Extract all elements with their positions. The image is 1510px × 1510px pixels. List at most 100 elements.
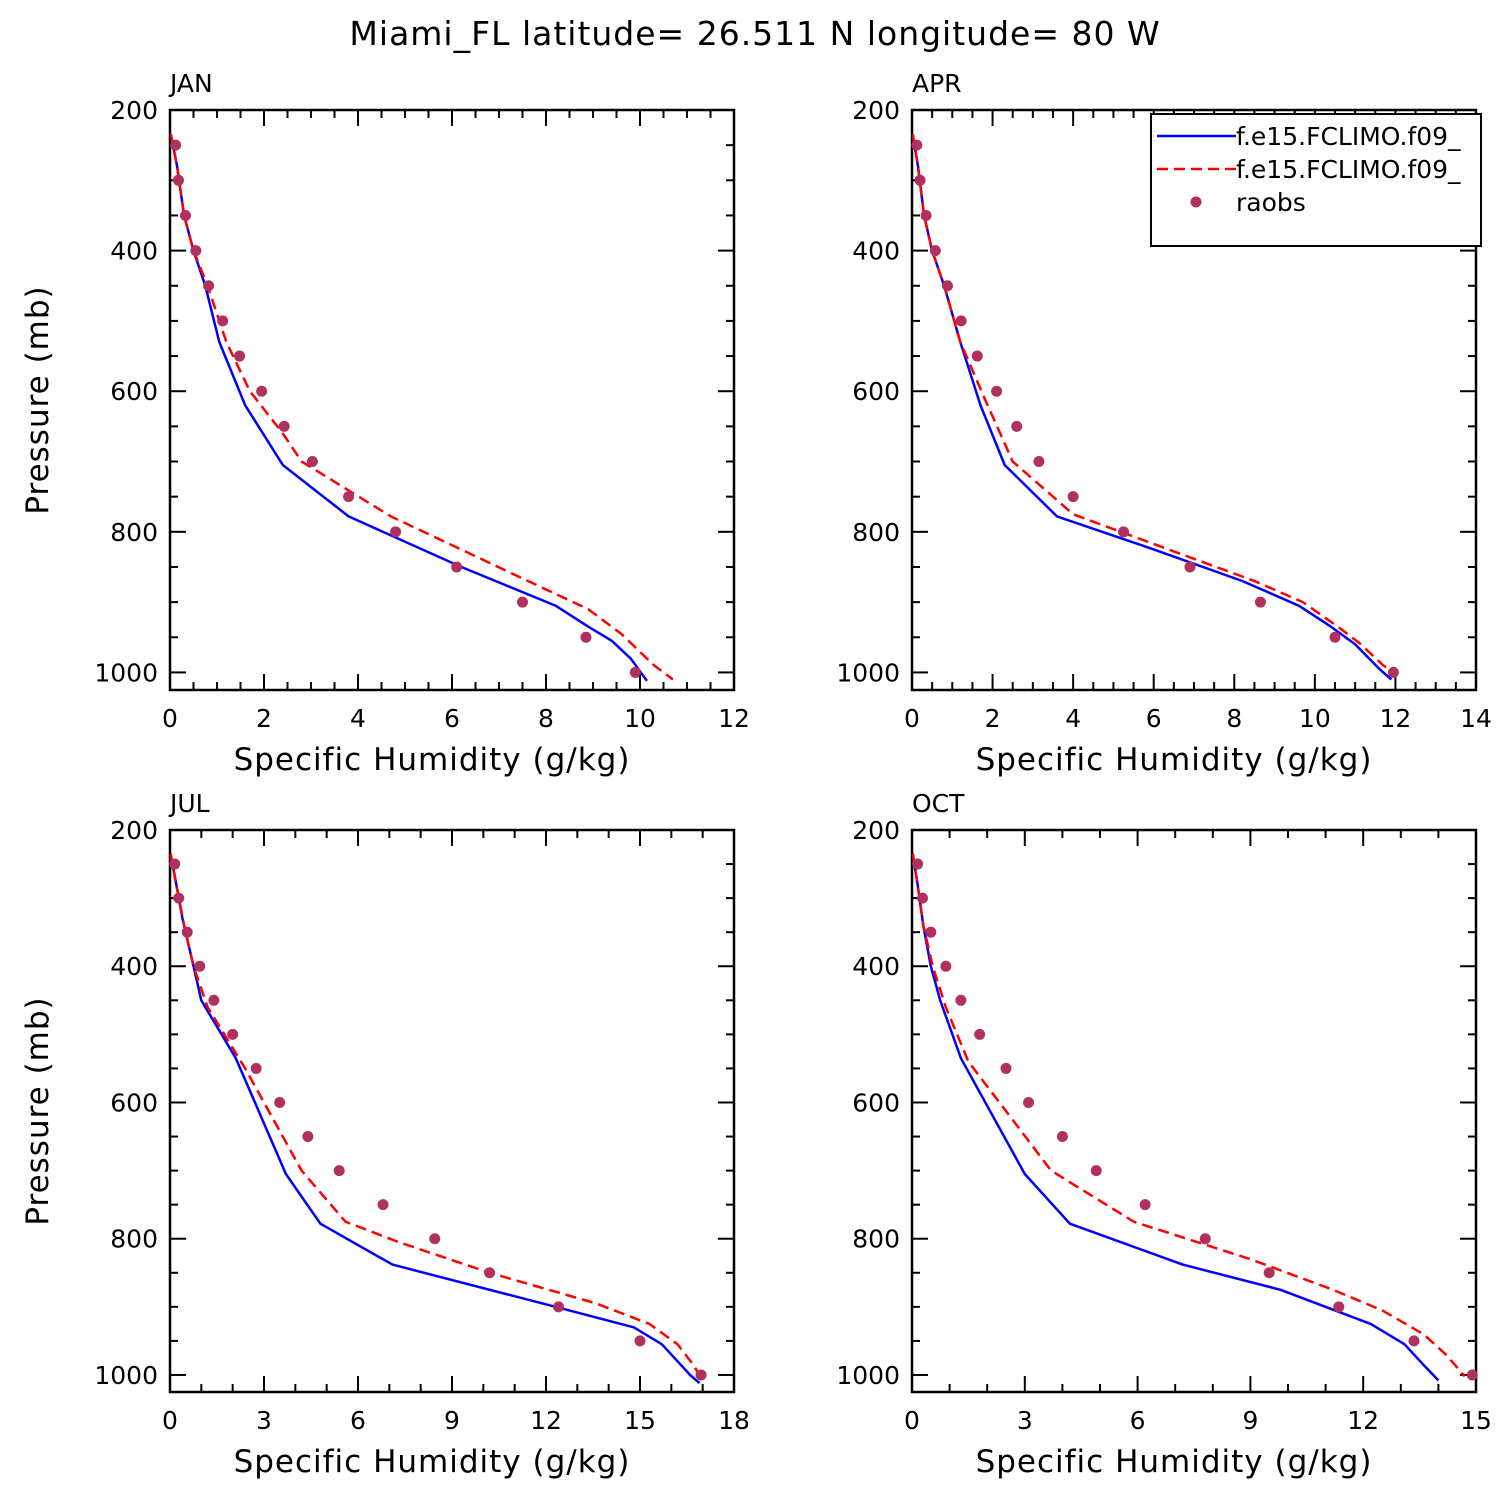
y-tick-label: 200 — [110, 96, 158, 125]
x-tick-label: 2 — [985, 704, 1001, 733]
raobs-point — [190, 245, 202, 257]
raobs-point — [912, 858, 924, 870]
raobs-point — [929, 245, 941, 257]
raobs-point — [1199, 1233, 1211, 1245]
x-tick-label: 12 — [718, 704, 750, 733]
x-tick-label: 4 — [350, 704, 366, 733]
x-tick-label: 15 — [624, 1406, 656, 1435]
raobs-point — [1023, 1096, 1035, 1108]
y-tick-label: 800 — [852, 1225, 900, 1254]
raobs-point — [278, 420, 290, 432]
raobs-point — [217, 315, 229, 327]
y-tick-label: 600 — [110, 377, 158, 406]
legend: f.e15.FCLIMO.f09_ f.e15.FCLIMO.f09_raobs — [1150, 113, 1482, 247]
model-solid-line — [911, 853, 1440, 1382]
raobs-point — [629, 666, 641, 678]
x-axis-title: Specific Humidity (g/kg) — [976, 742, 1373, 778]
legend-label: raobs — [1236, 188, 1306, 217]
raobs-point — [306, 456, 318, 468]
panel-oct: OCT 0 3 6 9 12 15 200 400 600 800 1000 Specific Humi… — [836, 789, 1492, 1480]
x-axis-title: Specific Humidity (g/kg) — [234, 742, 631, 778]
x-tick-label: 9 — [1242, 1406, 1258, 1435]
raobs-point — [1329, 631, 1341, 643]
raobs-point — [1067, 491, 1079, 503]
raobs-point — [940, 960, 952, 972]
plot-frame — [168, 828, 736, 1394]
x-tick-label: 6 — [1146, 704, 1162, 733]
y-tick-label: 800 — [110, 1225, 158, 1254]
x-axis-title: Specific Humidity (g/kg) — [976, 1444, 1373, 1480]
raobs-point — [169, 858, 181, 870]
y-tick-label: 400 — [852, 237, 900, 266]
y-tick-label: 600 — [852, 377, 900, 406]
model-dashed-line — [911, 134, 1397, 675]
raobs-point — [194, 960, 206, 972]
y-tick-label: 800 — [110, 518, 158, 547]
raobs-point — [914, 174, 926, 186]
raobs-point — [925, 926, 937, 938]
x-tick-label: 2 — [256, 704, 272, 733]
raobs-point — [170, 139, 182, 151]
model-dashed-line — [169, 134, 674, 681]
x-tick-label: 18 — [718, 1406, 750, 1435]
y-tick-label: 400 — [110, 237, 158, 266]
y-axis-title: Pressure (mb) — [20, 996, 56, 1225]
raobs-point — [1033, 456, 1045, 468]
raobs-point — [917, 892, 929, 904]
raobs-point — [1139, 1199, 1151, 1211]
panel-label: JAN — [168, 69, 213, 98]
raobs-point — [302, 1131, 314, 1143]
raobs-point — [333, 1165, 345, 1177]
panel-apr: APR 0 2 4 6 8 10 12 14 200 400 600 800 1000 Specific H… — [836, 69, 1492, 778]
y-tick-label: 200 — [110, 816, 158, 845]
raobs-point — [1011, 420, 1023, 432]
x-tick-label: 8 — [538, 704, 554, 733]
raobs-point — [974, 1028, 986, 1040]
y-tick-label: 800 — [852, 518, 900, 547]
plot-frame — [910, 828, 1478, 1394]
y-tick-label: 1000 — [836, 658, 900, 687]
y-tick-label: 400 — [852, 952, 900, 981]
raobs-point — [695, 1369, 707, 1381]
y-axis-title: Pressure (mb) — [20, 285, 56, 514]
x-tick-label: 8 — [1226, 704, 1242, 733]
y-tick-label: 200 — [852, 816, 900, 845]
x-tick-label: 0 — [162, 1406, 178, 1435]
raobs-point — [250, 1062, 262, 1074]
raobs-point — [1090, 1165, 1102, 1177]
model-dashed-line — [169, 853, 704, 1382]
raobs-point — [256, 385, 268, 397]
raobs-point — [1056, 1131, 1068, 1143]
raobs-point — [911, 139, 923, 151]
model-solid-line — [911, 134, 1393, 681]
x-tick-label: 12 — [530, 1406, 562, 1435]
raobs-point — [429, 1233, 441, 1245]
raobs-point — [1333, 1301, 1345, 1313]
raobs-point — [173, 892, 185, 904]
x-tick-label: 0 — [904, 704, 920, 733]
y-tick-label: 600 — [110, 1088, 158, 1117]
x-tick-label: 3 — [256, 1406, 272, 1435]
x-tick-label: 12 — [1347, 1406, 1379, 1435]
raobs-point — [580, 631, 592, 643]
raobs-point — [390, 526, 402, 538]
y-tick-label: 200 — [852, 96, 900, 125]
raobs-point — [941, 280, 953, 292]
x-tick-label: 6 — [1130, 1406, 1146, 1435]
raobs-point — [634, 1335, 646, 1347]
legend-label: f.e15.FCLIMO.f09_ — [1236, 155, 1461, 184]
raobs-point — [203, 280, 215, 292]
x-tick-label: 0 — [904, 1406, 920, 1435]
panel-jan: JAN 0 2 4 6 8 10 12 200 400 600 800 1000 Specific Hum… — [20, 69, 750, 778]
raobs-point — [1254, 596, 1266, 608]
y-tick-label: 1000 — [94, 658, 158, 687]
raobs-point — [377, 1199, 389, 1211]
x-tick-label: 6 — [350, 1406, 366, 1435]
raobs-point — [955, 994, 967, 1006]
panel-label: APR — [912, 69, 962, 98]
raobs-point — [553, 1301, 565, 1313]
x-tick-label: 6 — [444, 704, 460, 733]
model-dashed-line — [911, 853, 1466, 1378]
raobs-point — [1184, 561, 1196, 573]
